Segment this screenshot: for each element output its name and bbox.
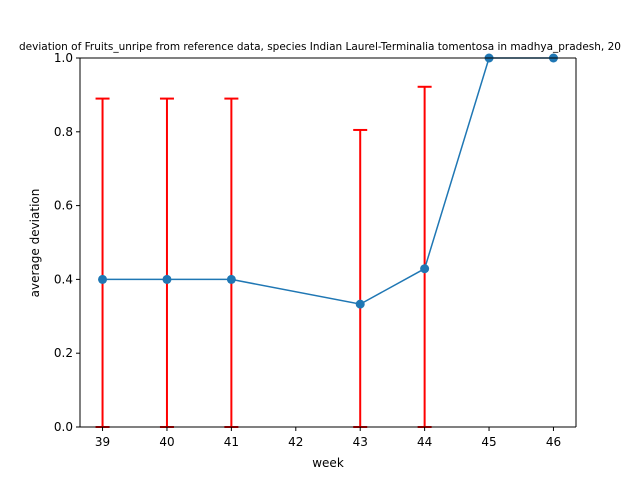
x-tick-label: 46	[546, 435, 561, 449]
x-tick-label: 41	[224, 435, 239, 449]
plot-area: 39 40 41 42 43 44 45 46 0.0 0.2 0.4 0.6 0.8 1.0	[54, 51, 577, 449]
y-tick-label: 0.4	[54, 272, 73, 286]
y-tick-label: 0.6	[54, 199, 73, 213]
y-axis-label: average deviation	[28, 189, 42, 298]
data-point	[420, 264, 430, 274]
y-tick-label: 0.0	[54, 420, 73, 434]
y-tick-label: 1.0	[54, 51, 73, 65]
data-point	[355, 299, 365, 309]
x-tick-label: 44	[417, 435, 432, 449]
x-tick-label: 42	[288, 435, 303, 449]
x-tick-label: 40	[159, 435, 174, 449]
y-tick-label: 0.2	[54, 346, 73, 360]
x-tick-label: 43	[353, 435, 368, 449]
y-tick-label: 0.8	[54, 125, 73, 139]
x-axis-label: week	[312, 456, 344, 470]
data-point	[98, 274, 108, 284]
x-tick-label: 45	[481, 435, 496, 449]
data-point	[162, 274, 172, 284]
chart-title: deviation of Fruits_unripe from referenc…	[19, 41, 621, 53]
x-tick-label: 39	[95, 435, 110, 449]
data-point	[226, 274, 236, 284]
